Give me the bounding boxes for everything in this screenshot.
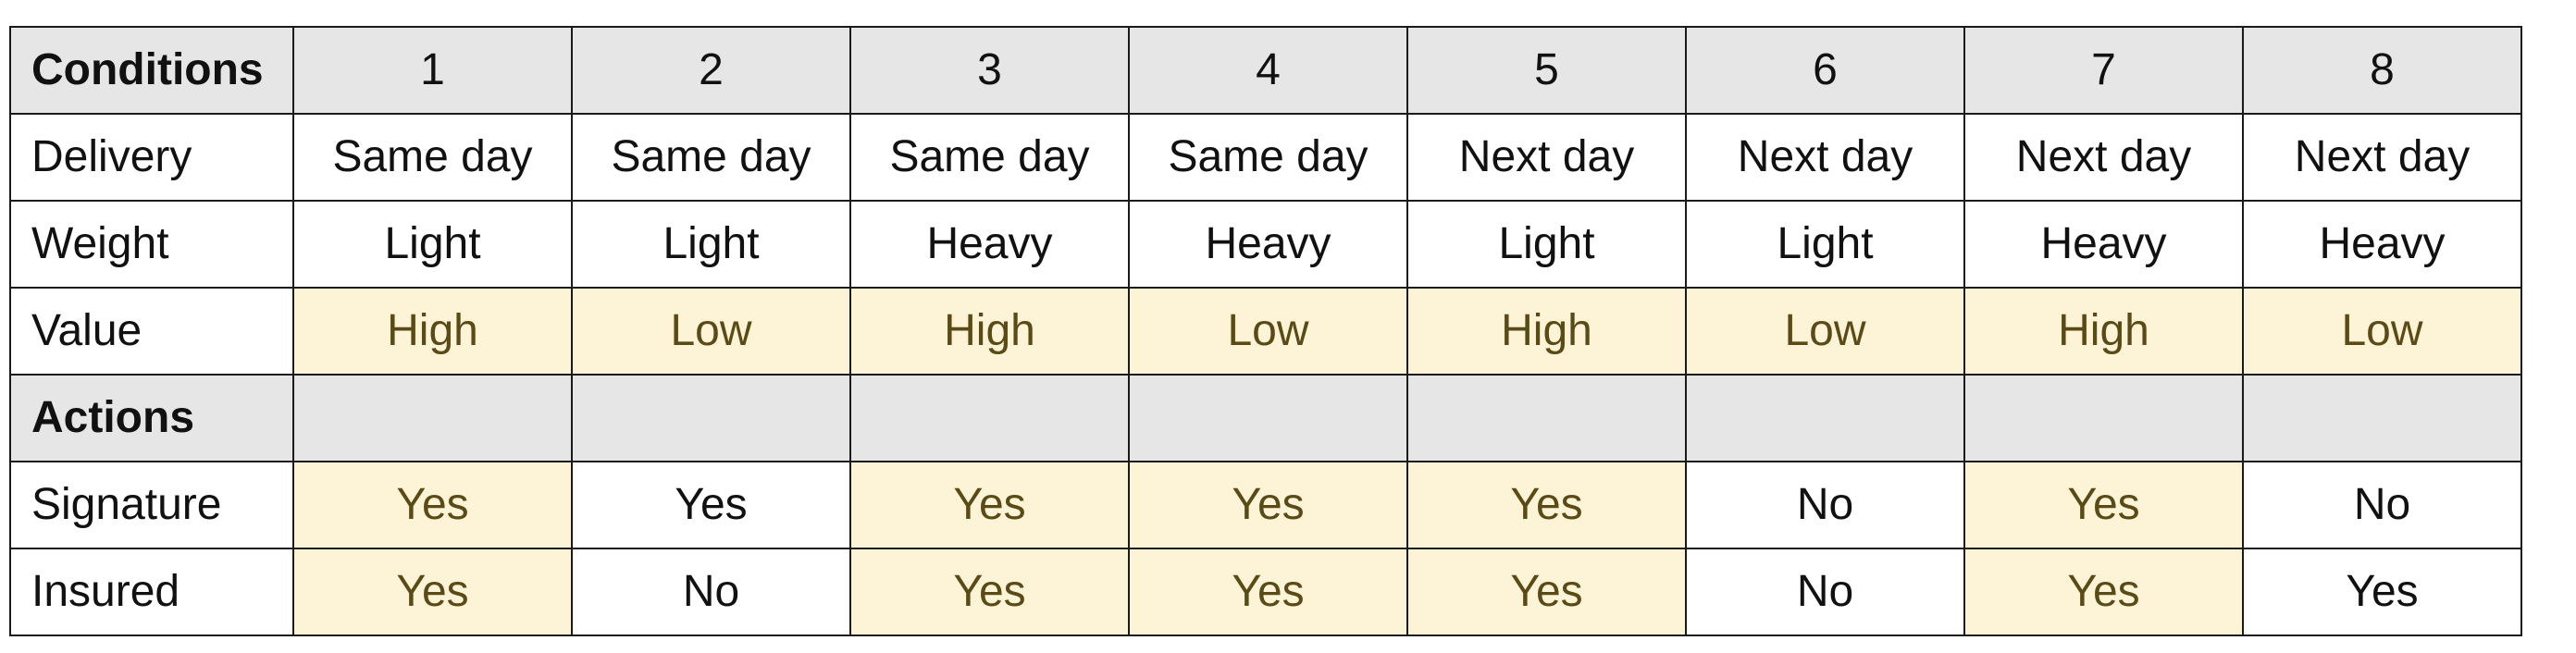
table-cell: No	[1685, 461, 1965, 549]
table-cell: Next day	[1963, 113, 2244, 202]
highlighted-cell: Low	[1128, 287, 1408, 376]
highlighted-cell: Yes	[849, 461, 1130, 549]
column-header: 7	[1963, 26, 2244, 115]
table-cell: Same day	[292, 113, 573, 202]
highlighted-cell: Yes	[1963, 548, 2244, 636]
section-filler-cell	[1406, 374, 1687, 462]
decision-table: Conditions 1 2 3 4 5 6 7 8 Delivery Same …	[9, 26, 2522, 636]
table-cell: Next day	[1685, 113, 1965, 202]
row-label: Value	[9, 287, 294, 376]
column-header: 1	[292, 26, 573, 115]
section-filler-cell	[849, 374, 1130, 462]
table-cell: No	[571, 548, 851, 636]
table-row-actions: Actions	[9, 374, 2522, 462]
table-row-insured: Insured Yes No Yes Yes Yes No Yes Yes	[9, 548, 2522, 636]
table-cell: No	[2242, 461, 2522, 549]
highlighted-cell: High	[292, 287, 573, 376]
highlighted-cell: Yes	[292, 548, 573, 636]
section-filler-cell	[2242, 374, 2522, 462]
highlighted-cell: Yes	[292, 461, 573, 549]
section-filler-cell	[1963, 374, 2244, 462]
highlighted-cell: Low	[571, 287, 851, 376]
table-cell: Light	[571, 200, 851, 289]
highlighted-cell: Yes	[1128, 461, 1408, 549]
row-label: Signature	[9, 461, 294, 549]
highlighted-cell: Low	[1685, 287, 1965, 376]
highlighted-cell: High	[849, 287, 1130, 376]
highlighted-cell: Yes	[1128, 548, 1408, 636]
conditions-header-row: Conditions 1 2 3 4 5 6 7 8	[9, 26, 2522, 115]
table-cell: Heavy	[849, 200, 1130, 289]
table-row-delivery: Delivery Same day Same day Same day Same day…	[9, 113, 2522, 202]
table-row-weight: Weight Light Light Heavy Heavy Light Light Heav…	[9, 200, 2522, 289]
column-header: 6	[1685, 26, 1965, 115]
table-cell: Light	[1685, 200, 1965, 289]
highlighted-cell: High	[1406, 287, 1687, 376]
column-header: 8	[2242, 26, 2522, 115]
decision-table-body: Conditions 1 2 3 4 5 6 7 8 Delivery Same …	[9, 26, 2522, 636]
highlighted-cell: Yes	[849, 548, 1130, 636]
section-filler-cell	[571, 374, 851, 462]
table-cell: Heavy	[1963, 200, 2244, 289]
table-cell: Same day	[1128, 113, 1408, 202]
highlighted-cell: High	[1963, 287, 2244, 376]
table-row-signature: Signature Yes Yes Yes Yes Yes No Yes No	[9, 461, 2522, 549]
column-header: 2	[571, 26, 851, 115]
table-cell: Heavy	[1128, 200, 1408, 289]
highlighted-cell: Yes	[1963, 461, 2244, 549]
table-cell: Same day	[571, 113, 851, 202]
row-label: Delivery	[9, 113, 294, 202]
section-filler-cell	[1685, 374, 1965, 462]
decision-table-container: Conditions 1 2 3 4 5 6 7 8 Delivery Same …	[9, 26, 2522, 636]
row-label: Insured	[9, 548, 294, 636]
highlighted-cell: Yes	[1406, 461, 1687, 549]
table-cell: Light	[292, 200, 573, 289]
column-header: 3	[849, 26, 1130, 115]
row-label: Weight	[9, 200, 294, 289]
conditions-header-label: Conditions	[9, 26, 294, 115]
section-filler-cell	[292, 374, 573, 462]
table-row-value: Value High Low High Low High Low High Low	[9, 287, 2522, 376]
table-cell: Heavy	[2242, 200, 2522, 289]
column-header: 5	[1406, 26, 1687, 115]
table-cell: Yes	[571, 461, 851, 549]
table-cell: Same day	[849, 113, 1130, 202]
table-cell: Next day	[1406, 113, 1687, 202]
table-cell: Yes	[2242, 548, 2522, 636]
table-cell: Light	[1406, 200, 1687, 289]
column-header: 4	[1128, 26, 1408, 115]
highlighted-cell: Low	[2242, 287, 2522, 376]
table-cell: No	[1685, 548, 1965, 636]
section-filler-cell	[1128, 374, 1408, 462]
actions-header-label: Actions	[9, 374, 294, 462]
highlighted-cell: Yes	[1406, 548, 1687, 636]
table-cell: Next day	[2242, 113, 2522, 202]
